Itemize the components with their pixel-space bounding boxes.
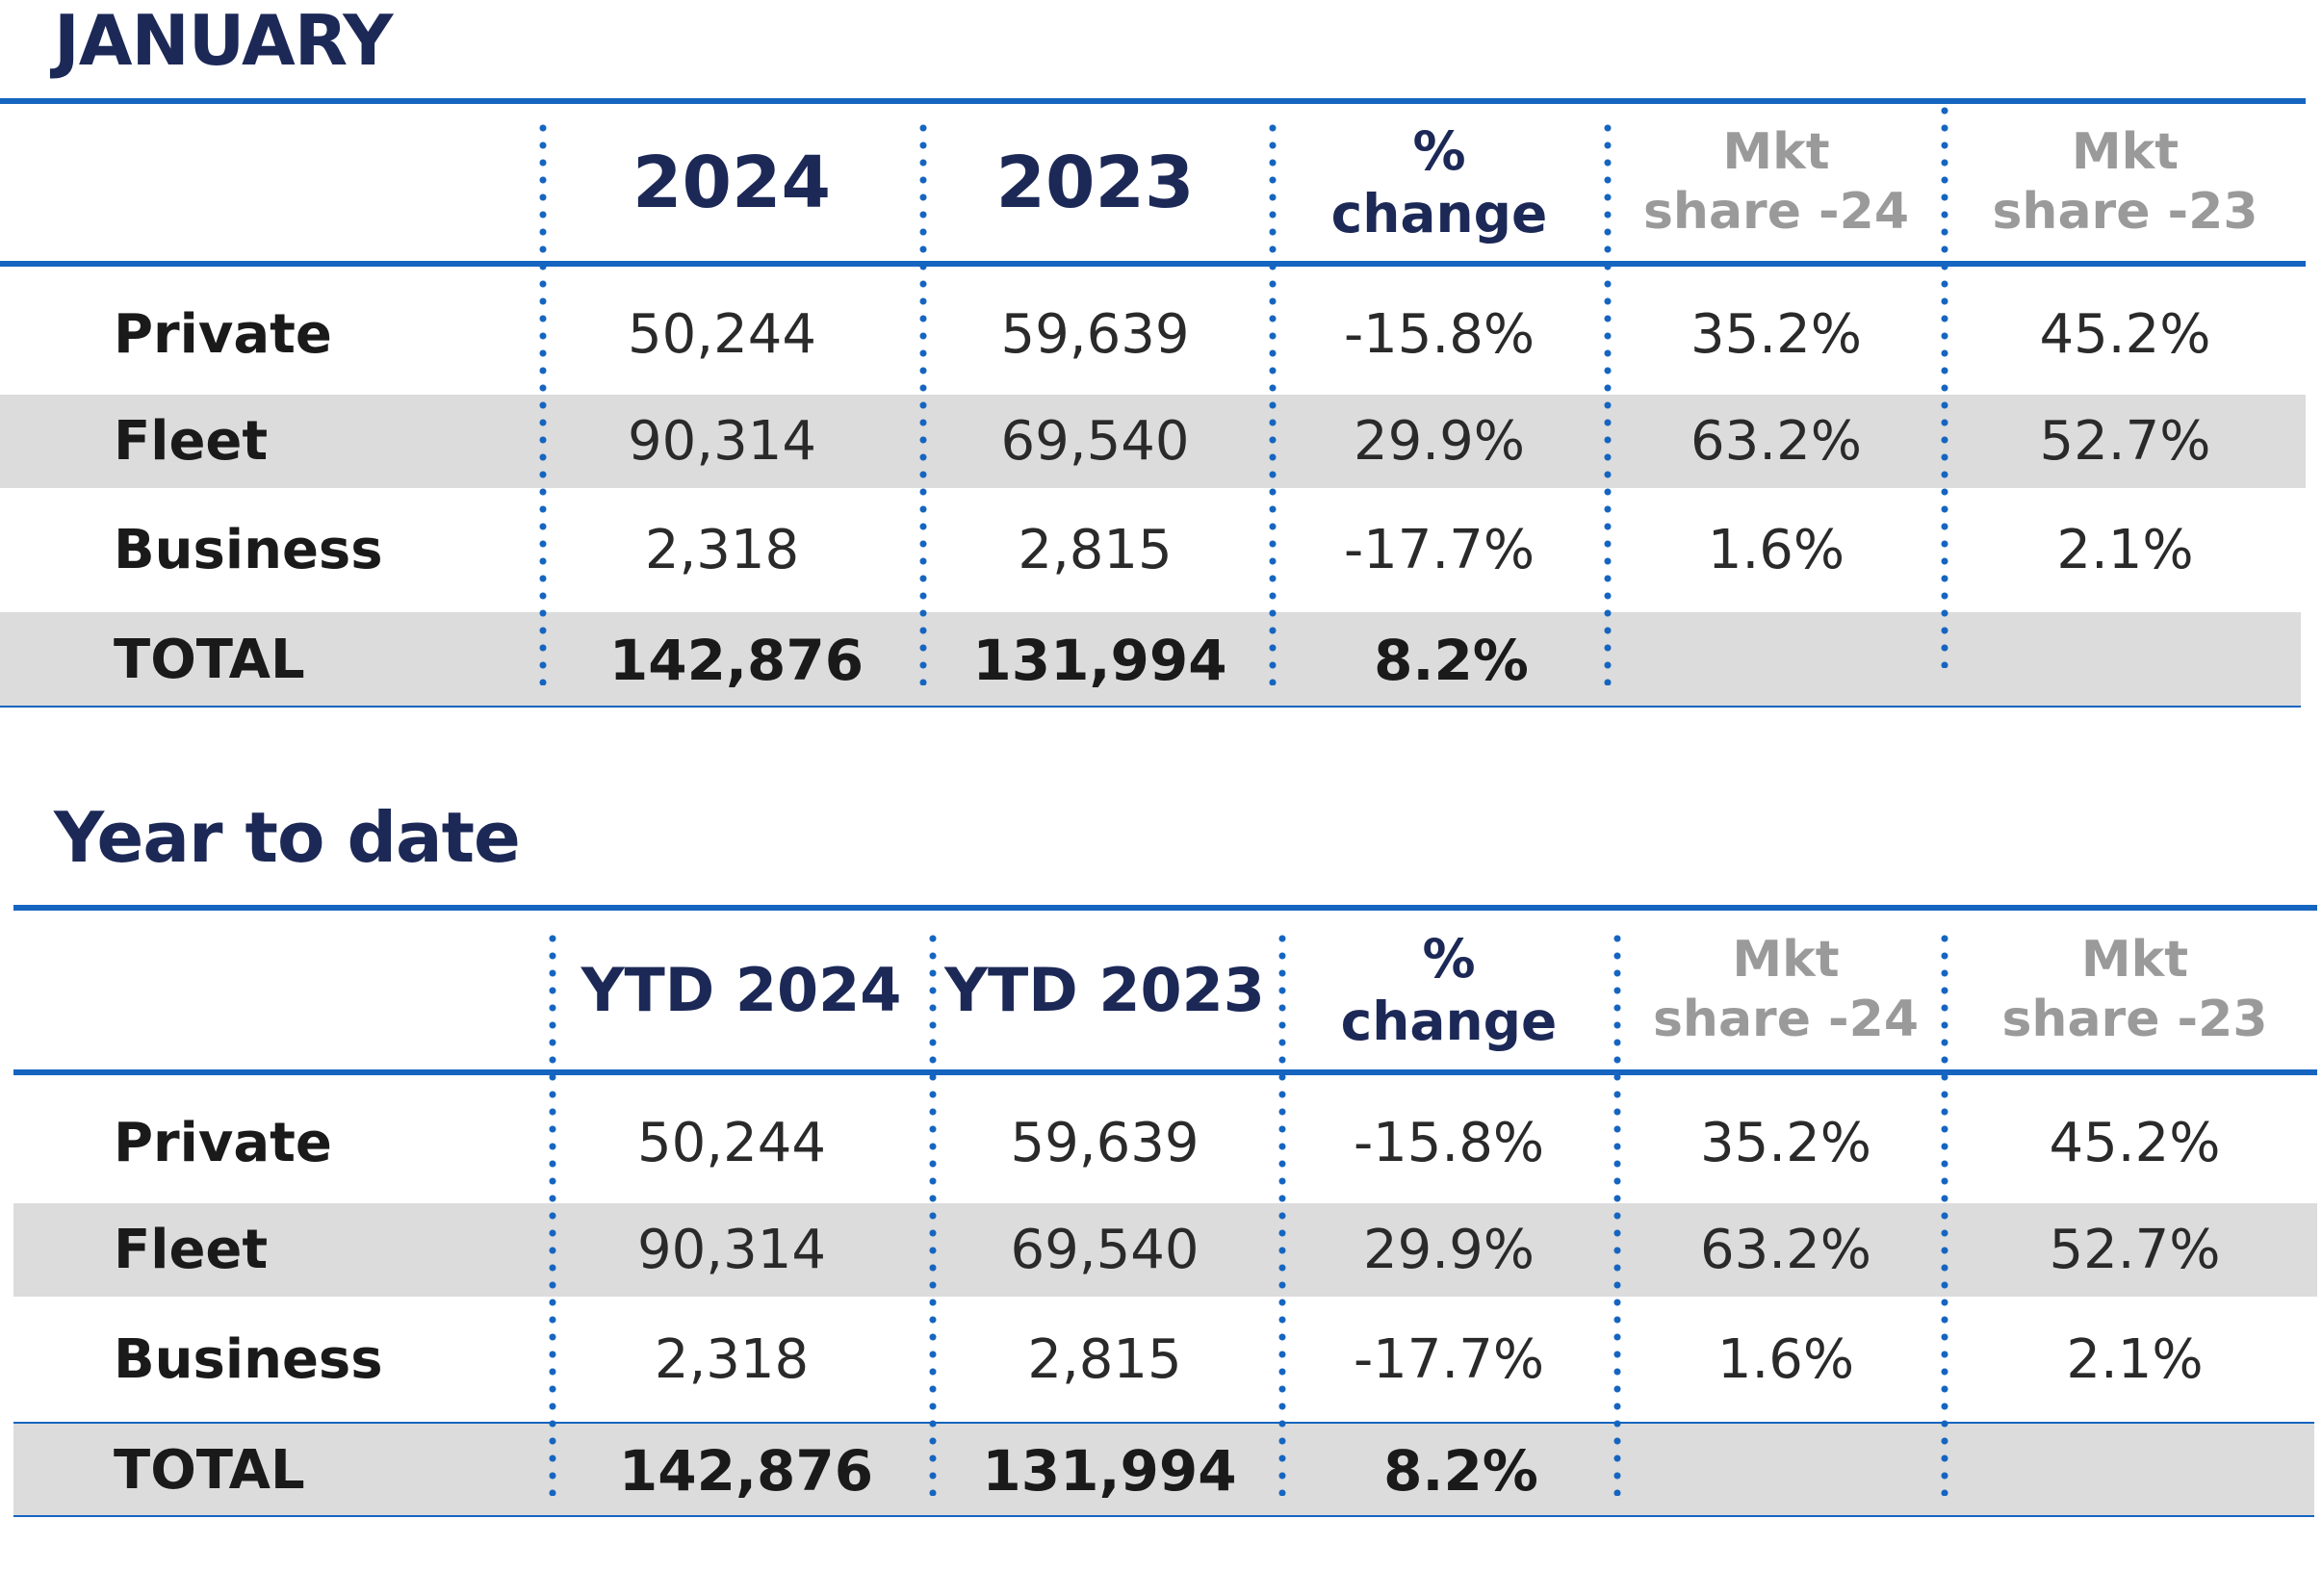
top-rule (13, 905, 2317, 911)
share-year: share -23 (1992, 182, 2258, 241)
value-change: -17.7% (1353, 1327, 1545, 1391)
value-mkt-share-24: 1.6% (1707, 519, 1845, 581)
row-label: Private (114, 303, 332, 366)
mkt-word: Mkt (1732, 931, 1840, 990)
share-year: share -23 (2001, 990, 2268, 1048)
row-label: Private (114, 1112, 332, 1174)
value-2023: 2,815 (1018, 519, 1173, 581)
table-row-private: Private 50,244 59,639 -15.8% 35.2% 45.2% (0, 1083, 2317, 1203)
change-word: change (1340, 990, 1558, 1052)
col-header-mkt-share-24: Mkt share -24 (1608, 104, 1945, 261)
total-ytd-2023: 131,994 (982, 1437, 1237, 1504)
table-row-fleet: Fleet 90,314 69,540 29.9% 63.2% 52.7% (0, 395, 2306, 488)
column-separator (919, 119, 927, 685)
table-row-fleet: Fleet 90,314 69,540 29.9% 63.2% 52.7% (13, 1203, 2317, 1297)
bottom-rule (0, 706, 2301, 708)
column-separator (1604, 119, 1612, 685)
january-section: JANUARY 2024 2023 % change Mkt share -24… (0, 0, 2322, 732)
value-mkt-share-24: 1.6% (1716, 1327, 1855, 1391)
header-rule (13, 1069, 2317, 1075)
total-top-rule (13, 1422, 2314, 1424)
value-mkt-share-24: 35.2% (1700, 1112, 1871, 1174)
value-ytd-2023: 2,815 (1027, 1327, 1182, 1391)
column-separator (539, 119, 547, 685)
header-row: 2024 2023 % change Mkt share -24 Mkt sha… (0, 104, 2306, 261)
total-2023: 131,994 (972, 627, 1227, 693)
value-ytd-2023: 69,540 (1010, 1219, 1200, 1281)
column-separator (1269, 119, 1277, 685)
col-header-mkt-share-23: Mkt share -23 (1954, 911, 2315, 1069)
row-label: Business (114, 519, 383, 581)
column-separator (549, 930, 556, 1496)
table-row-business: Business 2,318 2,815 -17.7% 1.6% 2.1% (0, 488, 2306, 612)
year-to-date-section: Year to date YTD 2024 YTD 2023 % change … (0, 770, 2322, 1540)
top-rule (0, 98, 2306, 104)
change-symbol: % (1412, 119, 1466, 182)
col-header-mkt-share-23: Mkt share -23 (1945, 104, 2306, 261)
value-ytd-2024: 2,318 (654, 1327, 810, 1391)
share-year: share -24 (1642, 182, 1910, 241)
total-change: 8.2% (1374, 627, 1529, 693)
col-header-2024: 2024 (632, 141, 831, 224)
value-change: -15.8% (1353, 1112, 1545, 1174)
col-header-change: % change (1280, 911, 1617, 1069)
total-2024: 142,876 (608, 627, 864, 693)
header-rule (0, 261, 2306, 267)
table-row-total: TOTAL 142,876 131,994 8.2% (0, 612, 2301, 708)
col-header-2023: 2023 (995, 141, 1195, 224)
row-label: Fleet (114, 1219, 269, 1281)
row-label: Fleet (114, 410, 269, 473)
section-title: Year to date (54, 797, 521, 878)
row-label: TOTAL (114, 629, 305, 691)
total-ytd-2024: 142,876 (618, 1437, 874, 1504)
header-row: YTD 2024 YTD 2023 % change Mkt share -24… (0, 911, 2317, 1069)
value-mkt-share-23: 2.1% (2056, 519, 2194, 581)
total-change: 8.2% (1383, 1437, 1538, 1504)
value-mkt-share-24: 63.2% (1700, 1219, 1871, 1281)
mkt-word: Mkt (1722, 123, 1830, 182)
column-separator (1278, 930, 1286, 1496)
value-mkt-share-23: 45.2% (2039, 303, 2211, 366)
change-word: change (1330, 182, 1548, 245)
value-mkt-share-24: 35.2% (1690, 303, 1862, 366)
column-separator (1941, 102, 1948, 668)
value-mkt-share-24: 63.2% (1690, 410, 1862, 473)
section-title: JANUARY (54, 0, 393, 81)
value-change: -15.8% (1343, 303, 1535, 366)
bottom-rule (13, 1515, 2314, 1517)
column-separator (1941, 930, 1948, 1496)
col-header-mkt-share-24: Mkt share -24 (1617, 911, 1954, 1069)
row-label: Business (114, 1327, 383, 1391)
value-mkt-share-23: 2.1% (2066, 1327, 2204, 1391)
mkt-word: Mkt (2080, 931, 2189, 990)
col-header-change: % change (1271, 104, 1608, 261)
value-ytd-2023: 59,639 (1010, 1112, 1200, 1174)
value-mkt-share-23: 52.7% (2049, 1219, 2221, 1281)
share-year: share -24 (1652, 990, 1920, 1048)
value-change: -17.7% (1343, 519, 1535, 581)
value-2024: 90,314 (628, 410, 816, 473)
value-change: 29.9% (1363, 1219, 1535, 1281)
value-2024: 50,244 (628, 303, 816, 366)
value-2023: 59,639 (1000, 303, 1190, 366)
column-separator (929, 930, 937, 1496)
value-ytd-2024: 90,314 (637, 1219, 826, 1281)
change-symbol: % (1422, 927, 1476, 990)
mkt-word: Mkt (2071, 123, 2180, 182)
table-row-total: TOTAL 142,876 131,994 8.2% (13, 1424, 2314, 1517)
col-header-ytd-2024: YTD 2024 (580, 955, 902, 1025)
col-header-ytd-2023: YTD 2023 (944, 955, 1265, 1025)
row-label: TOTAL (114, 1439, 305, 1502)
table-row-business: Business 2,318 2,815 -17.7% 1.6% 2.1% (0, 1297, 2317, 1422)
value-mkt-share-23: 45.2% (2049, 1112, 2221, 1174)
column-separator (1613, 930, 1621, 1496)
value-2023: 69,540 (1000, 410, 1190, 473)
value-2024: 2,318 (644, 519, 800, 581)
value-mkt-share-23: 52.7% (2039, 410, 2211, 473)
value-ytd-2024: 50,244 (637, 1112, 826, 1174)
value-change: 29.9% (1354, 410, 1525, 473)
table-row-private: Private 50,244 59,639 -15.8% 35.2% 45.2% (0, 274, 2306, 395)
